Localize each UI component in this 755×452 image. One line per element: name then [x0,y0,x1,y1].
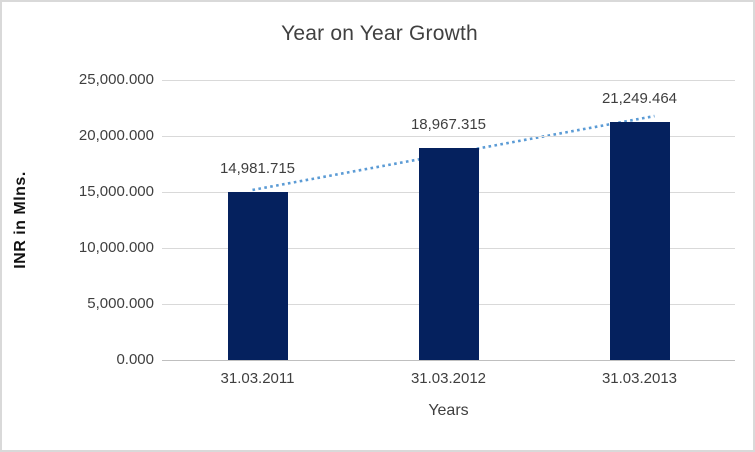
y-tick-label: 10,000.000 [78,239,154,256]
y-tick-label: 15,000.000 [78,183,154,200]
y-tick-label: 25,000.000 [78,71,154,88]
x-axis-line [162,359,735,361]
y-tick-label: 5,000.000 [87,295,154,312]
data-label: 21,249.464 [601,90,678,107]
y-axis-title-text: INR in Mlns. [12,171,29,269]
gridline [162,79,735,81]
bar-31.03.2012 [418,147,479,360]
bar-31.03.2011 [227,192,288,360]
data-label: 14,981.715 [219,160,296,178]
x-tick-label: 31.03.2012 [410,370,487,387]
y-tick-label: 20,000.000 [78,127,154,144]
x-tick-label: 31.03.2011 [220,370,295,387]
gridline [162,135,735,137]
y-tick-label: 0.000 [116,351,154,368]
chart-title: Year on Year Growth [281,22,478,45]
x-tick-label: 31.03.2013 [601,370,678,387]
data-label: 18,967.315 [410,115,487,133]
plot-area [162,79,735,361]
bar-31.03.2013 [609,122,670,360]
x-axis-title: Years [428,402,469,419]
